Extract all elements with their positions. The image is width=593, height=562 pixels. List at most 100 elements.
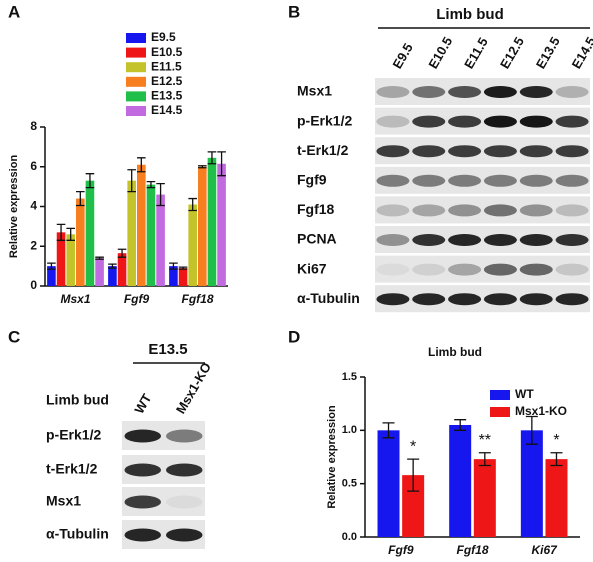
legend-label: E10.5 (151, 45, 183, 59)
bar (520, 430, 543, 537)
bar (95, 258, 104, 286)
blot-band (376, 145, 410, 158)
error-bar (66, 227, 75, 241)
x-tick-label: Fgf9 (124, 292, 150, 306)
x-tick-label: Ki67 (531, 543, 558, 557)
error-bar (95, 256, 104, 260)
bar (473, 459, 496, 537)
blot-band (448, 174, 482, 187)
blot-row-label: Ki67 (297, 260, 327, 276)
blot-row-label: Fgf9 (297, 172, 327, 188)
blot-band (519, 115, 553, 128)
blot-band (448, 234, 482, 246)
blot-band (376, 86, 410, 98)
blot-row-label: α-Tubulin (46, 526, 109, 542)
blot-row-label: Fgf18 (297, 201, 335, 217)
blot-band (412, 145, 446, 158)
blot-row-label: Msx1 (46, 493, 81, 509)
chart-title: Limb bud (428, 345, 482, 359)
legend-label: E14.5 (151, 103, 183, 117)
blot-band (124, 495, 162, 509)
error-bar (169, 262, 178, 270)
blot-band (555, 234, 589, 246)
error-bar (117, 248, 127, 258)
blot-strip (375, 166, 590, 194)
legend-swatch (126, 106, 146, 116)
blot-band (165, 528, 203, 542)
x-tick-label: Msx1 (60, 292, 90, 306)
legend-swatch (490, 407, 510, 417)
blot-band (412, 86, 446, 98)
blot-band (124, 429, 162, 443)
bar (117, 253, 127, 286)
error-bar (56, 223, 66, 241)
bar (56, 232, 66, 286)
panel-label: B (288, 2, 300, 21)
blot-band (412, 234, 446, 246)
blot-band (483, 115, 517, 128)
blot-band (376, 263, 410, 276)
blot-band (483, 145, 517, 158)
legend-label: E12.5 (151, 74, 183, 88)
legend-swatch (490, 390, 510, 400)
blot-strip (375, 107, 590, 135)
blot-band (555, 293, 589, 306)
error-bar (47, 262, 56, 270)
bar (188, 204, 197, 286)
blot-row-label: t-Erk1/2 (46, 461, 98, 477)
error-bar (207, 151, 217, 165)
blot-band (376, 293, 410, 306)
legend-label: E11.5 (151, 59, 182, 73)
blot-strip (375, 285, 590, 313)
legend-swatch (126, 91, 146, 102)
blot-band (412, 204, 446, 217)
blot-band (555, 174, 589, 187)
error-bar (407, 458, 420, 492)
blot-band (483, 293, 517, 306)
x-tick-label: Fgf18 (456, 543, 488, 557)
error-bar (188, 197, 197, 212)
significance: ** (479, 432, 491, 449)
error-bar (76, 190, 85, 207)
bar (169, 266, 178, 286)
blot-header: Limb bud (436, 6, 504, 23)
blot-band (412, 263, 446, 276)
bar (137, 164, 146, 286)
lane-label: E10.5 (425, 34, 455, 71)
blot-band (448, 86, 482, 98)
error-bar (550, 452, 563, 467)
bar (178, 268, 188, 286)
error-bar (108, 263, 117, 269)
blot-band (519, 263, 553, 276)
blot-strip (375, 137, 590, 165)
blot-band (519, 204, 553, 217)
error-bar (178, 266, 188, 270)
blot-row-label: PCNA (297, 231, 337, 247)
legend-swatch (126, 47, 146, 58)
error-bar (146, 181, 156, 189)
legend-label: E13.5 (151, 89, 183, 103)
blot-strip (375, 226, 590, 253)
y-tick-label: 2 (30, 238, 37, 252)
panel-label: A (8, 2, 20, 21)
blot-band (412, 174, 446, 187)
error-bar (156, 182, 165, 207)
error-bar (478, 452, 491, 467)
legend-label: Msx1-KO (515, 404, 567, 418)
significance: * (410, 438, 416, 455)
blot-band (448, 115, 482, 128)
blot-strip (375, 196, 590, 224)
legend-swatch (126, 76, 146, 87)
lane-label: WT (131, 391, 154, 416)
blot-band (124, 528, 162, 542)
y-axis-label: Relative expression (326, 405, 338, 509)
error-bar (137, 157, 146, 173)
lane-label: E13.5 (533, 34, 563, 71)
legend-swatch (126, 33, 146, 43)
lane-label: E12.5 (497, 34, 527, 71)
lane-label: E9.5 (390, 41, 416, 72)
bar (76, 198, 85, 286)
blot-band (448, 263, 482, 276)
blot-band (165, 429, 203, 443)
